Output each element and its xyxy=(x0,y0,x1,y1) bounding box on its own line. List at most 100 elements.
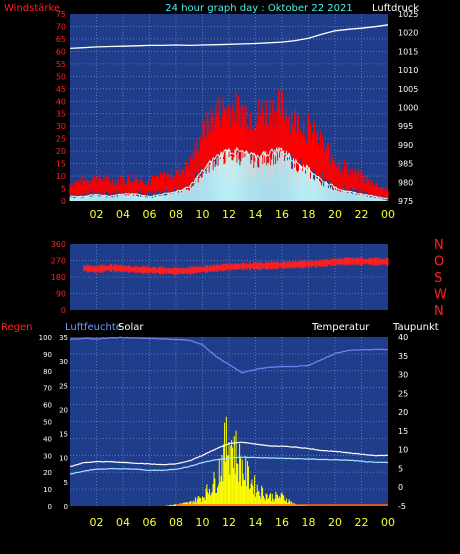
rain-axis-title: Regen xyxy=(1,322,33,333)
wind-y-tick-label: 5 xyxy=(61,185,66,194)
wind-y-tick-label: 40 xyxy=(56,97,66,106)
wind-y-tick-label: 15 xyxy=(56,160,66,169)
wind-y-tick-label: 60 xyxy=(56,47,66,56)
direction-y-tick-label: 180 xyxy=(51,273,66,282)
dewpoint-axis-title: Taupunkt xyxy=(392,322,439,333)
compass-label: W xyxy=(434,288,447,303)
humidity-y-tick-label: 0 xyxy=(64,503,68,511)
climate-panel-x-tick-label: 14 xyxy=(249,516,263,529)
rain-y-tick-label: 80 xyxy=(43,368,52,376)
wind-panel-x-tick-label: 16 xyxy=(275,208,289,221)
temperature-y-tick-label: 0 xyxy=(398,483,403,492)
rain-y-tick-label: 20 xyxy=(43,469,52,477)
compass-label: O xyxy=(434,255,444,270)
wind-y-tick-label: 75 xyxy=(56,10,66,19)
wind-panel-x-tick-label: 14 xyxy=(249,208,263,221)
pressure-y-tick-label: 980 xyxy=(398,178,413,187)
wind-pressure-panel: 0510152025303540455055606570759759809859… xyxy=(56,10,419,221)
wind-y-tick-label: 65 xyxy=(56,35,66,44)
compass-label: N xyxy=(434,238,444,253)
direction-y-tick-label: 360 xyxy=(51,240,66,249)
temperature-y-tick-label: 20 xyxy=(398,408,408,417)
wind-y-tick-label: 0 xyxy=(61,197,66,206)
wind-panel-x-tick-label: 22 xyxy=(355,208,369,221)
humidity-axis-title: Luftfeuchte xyxy=(65,322,122,333)
humidity-y-tick-label: 5 xyxy=(64,479,68,487)
rain-y-tick-label: 50 xyxy=(43,419,52,427)
climate-panel-x-tick-label: 16 xyxy=(275,516,289,529)
temperature-y-tick-label: 25 xyxy=(398,389,408,398)
temperature-line xyxy=(69,441,389,467)
dewpoint-line xyxy=(69,456,389,475)
wind-panel-x-tick-label: 02 xyxy=(90,208,104,221)
solar-label: Solar xyxy=(118,322,144,333)
humidity-y-tick-label: 35 xyxy=(59,334,68,342)
wind-panel-x-tick-label: 00 xyxy=(381,208,395,221)
pressure-y-tick-label: 1015 xyxy=(398,47,418,56)
wind-panel-x-tick-label: 20 xyxy=(328,208,342,221)
rain-y-tick-label: 60 xyxy=(43,402,52,410)
pressure-y-tick-label: 1025 xyxy=(398,10,418,19)
temperature-y-tick-label: 35 xyxy=(398,352,408,361)
temperature-y-tick-label: 15 xyxy=(398,427,408,436)
humidity-line xyxy=(69,336,389,374)
pressure-y-tick-label: 995 xyxy=(398,122,413,131)
humidity-y-tick-label: 10 xyxy=(59,455,68,463)
climate-panel-x-tick-label: 04 xyxy=(116,516,130,529)
humidity-y-tick-label: 25 xyxy=(59,382,68,390)
wind-panel-x-tick-label: 12 xyxy=(222,208,236,221)
wind-panel-x-tick-label: 10 xyxy=(196,208,210,221)
temperature-y-tick-label: 30 xyxy=(398,371,408,380)
climate-panel-x-tick-label: 08 xyxy=(169,516,183,529)
wind-panel-x-tick-label: 04 xyxy=(116,208,130,221)
direction-y-tick-label: 0 xyxy=(61,306,66,315)
wind-y-tick-label: 50 xyxy=(56,72,66,81)
humidity-temperature-panel: 0 10 20 30 40 50 60 70 80 90 100 0 5 10 15 20 25 30 35 -5 0 5… xyxy=(39,333,409,529)
wind-panel-x-tick-label: 18 xyxy=(302,208,316,221)
wind-y-tick-label: 70 xyxy=(56,22,66,31)
wind-y-tick-label: 20 xyxy=(56,147,66,156)
pressure-y-tick-label: 990 xyxy=(398,141,413,150)
humidity-y-tick-label: 30 xyxy=(59,358,68,366)
chart-title: 24 hour graph day : Oktober 22 2021 xyxy=(165,3,352,14)
temperature-y-tick-label: 40 xyxy=(398,333,408,342)
climate-panel-x-tick-label: 20 xyxy=(328,516,342,529)
pressure-axis-title: Luftdruck xyxy=(372,3,419,14)
climate-panel-x-tick-label: 02 xyxy=(90,516,104,529)
wind-y-tick-label: 55 xyxy=(56,60,66,69)
wind-y-tick-label: 25 xyxy=(56,135,66,144)
temperature-y-tick-label: 5 xyxy=(398,464,403,473)
wind-panel-x-tick-label: 08 xyxy=(169,208,183,221)
wind-y-tick-label: 45 xyxy=(56,85,66,94)
wind-y-tick-label: 30 xyxy=(56,122,66,131)
pressure-y-tick-label: 1005 xyxy=(398,85,418,94)
wind-y-tick-label: 10 xyxy=(56,172,66,181)
pressure-y-tick-label: 985 xyxy=(398,160,413,169)
wind-panel-x-tick-label: 06 xyxy=(143,208,157,221)
humidity-y-tick-label: 20 xyxy=(59,406,68,414)
wind-y-tick-label: 35 xyxy=(56,110,66,119)
pressure-line xyxy=(69,24,389,50)
compass-label: S xyxy=(434,271,442,286)
rain-y-tick-label: 10 xyxy=(43,486,52,494)
climate-panel-x-tick-label: 12 xyxy=(222,516,236,529)
climate-panel-x-tick-label: 18 xyxy=(302,516,316,529)
temperature-y-tick-label: -5 xyxy=(398,502,406,511)
rain-y-tick-label: 70 xyxy=(43,385,52,393)
pressure-y-tick-label: 1010 xyxy=(398,66,418,75)
climate-panel-x-tick-label: 10 xyxy=(196,516,210,529)
climate-panel-x-tick-label: 22 xyxy=(355,516,369,529)
rain-y-tick-label: 100 xyxy=(39,334,52,342)
direction-y-tick-label: 90 xyxy=(56,290,66,299)
pressure-y-tick-label: 975 xyxy=(398,197,413,206)
rain-y-tick-label: 40 xyxy=(43,435,52,443)
humidity-y-tick-label: 15 xyxy=(59,431,68,439)
climate-panel-x-tick-label: 06 xyxy=(143,516,157,529)
pressure-y-tick-label: 1000 xyxy=(398,104,418,113)
rain-y-tick-label: 30 xyxy=(43,452,52,460)
rain-y-tick-label: 90 xyxy=(43,351,52,359)
rain-y-tick-label: 0 xyxy=(48,503,52,511)
direction-y-tick-label: 270 xyxy=(51,257,66,266)
wind-avg-line xyxy=(69,146,389,200)
